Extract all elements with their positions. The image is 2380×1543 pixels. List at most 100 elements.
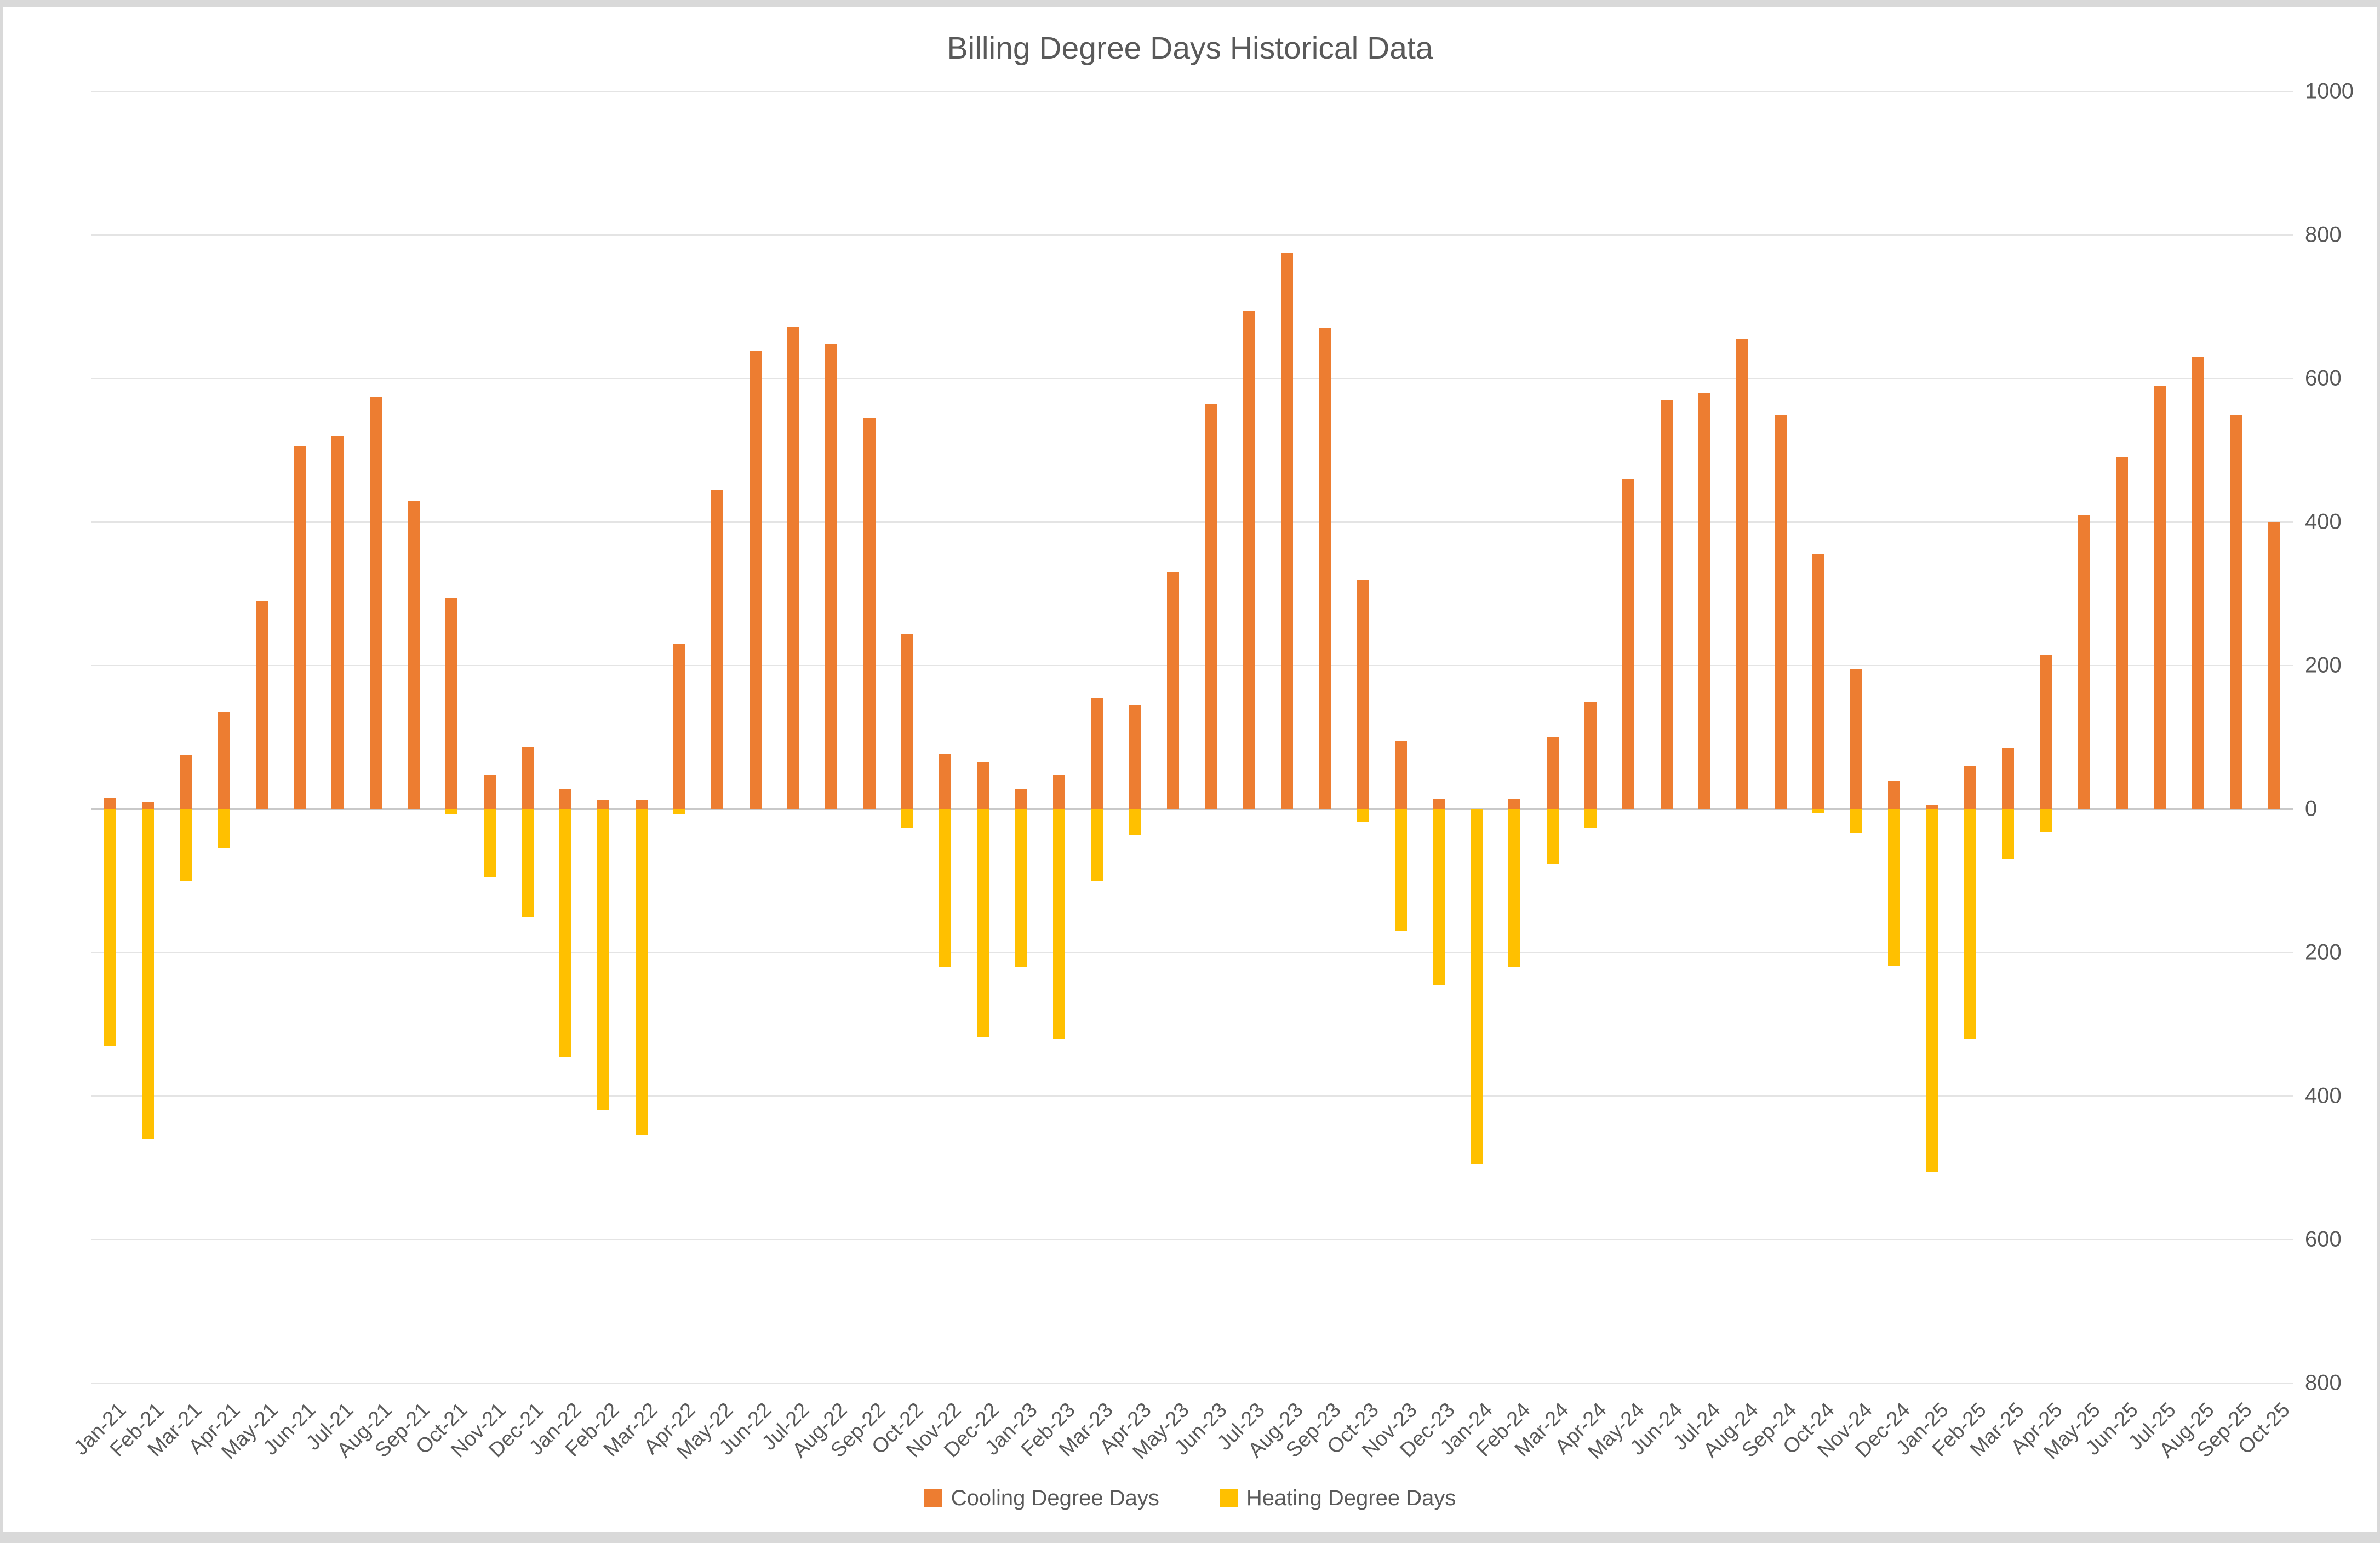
cooling-bar-Mar-21	[180, 755, 192, 809]
y-axis-tick-200: 200	[2305, 653, 2342, 678]
y-axis-tick-1000: 1000	[2305, 79, 2354, 104]
cooling-bar-Oct-23	[1357, 579, 1369, 809]
heating-bar-Apr-23	[1129, 809, 1141, 835]
heating-bar-Oct-21	[445, 809, 458, 815]
cooling-bar-Dec-22	[977, 762, 989, 809]
cooling-bar-Aug-21	[369, 396, 382, 809]
cooling-bar-Dec-24	[1888, 780, 1901, 809]
cooling-bar-Apr-21	[218, 712, 230, 809]
gridline--400	[91, 1095, 2293, 1097]
heating-bar-Mar-24	[1546, 809, 1559, 864]
cooling-bar-Nov-21	[483, 775, 496, 809]
heating-bar-Feb-23	[1052, 809, 1065, 1039]
heating-bar-Jan-22	[559, 809, 572, 1057]
y-axis-tick-400: 400	[2305, 509, 2342, 534]
heating-bar-Apr-24	[1584, 809, 1597, 829]
cooling-bar-Oct-24	[1812, 554, 1824, 809]
gridline--800	[91, 1383, 2293, 1384]
gridline-400	[91, 521, 2293, 523]
heating-bar-Dec-22	[977, 809, 989, 1037]
heating-bar-Feb-21	[141, 809, 154, 1139]
plot-area: 1000 800 600 400 200 0 200 400 600 800 Jan-21 Feb-2…	[3, 7, 2377, 1532]
cooling-bar-Jan-23	[1015, 789, 1027, 809]
gridline--200	[91, 952, 2293, 953]
gridline-200	[91, 665, 2293, 666]
cooling-bar-May-22	[711, 490, 724, 809]
cooling-bar-Oct-22	[901, 634, 913, 809]
cooling-bar-Jan-21	[104, 798, 116, 809]
heating-bar-Mar-23	[1091, 809, 1103, 881]
cooling-bar-Jun-21	[294, 446, 306, 809]
y-axis-tick--200: 200	[2305, 940, 2342, 965]
y-axis-tick-800: 800	[2305, 222, 2342, 247]
cooling-bar-Feb-25	[1964, 766, 1976, 809]
heating-bar-Jan-25	[1926, 809, 1938, 1172]
cooling-bar-May-25	[2078, 514, 2090, 809]
heating-bar-Feb-24	[1508, 809, 1521, 967]
cooling-bar-Apr-23	[1129, 705, 1141, 809]
y-axis-tick--600: 600	[2305, 1227, 2342, 1252]
cooling-bar-Jun-25	[2116, 457, 2129, 809]
cooling-bar-May-23	[1166, 572, 1179, 809]
legend: Cooling Degree Days Heating Degree Days	[3, 1486, 2377, 1511]
heating-bar-Nov-23	[1394, 809, 1407, 931]
cooling-bar-Jun-24	[1660, 400, 1673, 809]
cooling-bar-Nov-22	[939, 754, 952, 809]
cooling-bar-Apr-25	[2040, 655, 2052, 809]
heating-bar-Mar-25	[2002, 809, 2015, 859]
heating-bar-Apr-21	[218, 809, 230, 849]
cooling-bar-Dec-23	[1432, 799, 1445, 809]
heating-bar-Jan-21	[104, 809, 116, 1046]
gridline-800	[91, 234, 2293, 236]
cooling-bar-May-21	[255, 601, 268, 809]
cooling-bar-Sep-23	[1319, 328, 1331, 809]
heating-bar-Jan-24	[1471, 809, 1483, 1165]
cooling-bar-Jul-22	[787, 326, 799, 809]
heating-bar-Dec-24	[1888, 809, 1901, 966]
cooling-bar-May-24	[1622, 479, 1635, 809]
chart-canvas: Billing Degree Days Historical Data 1000…	[3, 7, 2377, 1532]
heating-bar-Oct-22	[901, 809, 913, 829]
heating-bar-Feb-22	[597, 809, 610, 1111]
cooling-bar-Jul-24	[1698, 393, 1710, 809]
legend-item-cooling: Cooling Degree Days	[924, 1486, 1159, 1511]
cooling-bar-Feb-24	[1508, 799, 1521, 809]
cooling-bar-Sep-24	[1774, 414, 1787, 809]
cooling-bar-Sep-25	[2230, 414, 2242, 809]
gridline-600	[91, 378, 2293, 379]
heating-bar-Oct-24	[1812, 809, 1824, 813]
heating-bar-Jan-23	[1015, 809, 1027, 967]
cooling-bar-Aug-23	[1280, 253, 1293, 809]
cooling-series-label: Cooling Degree Days	[951, 1486, 1159, 1510]
cooling-bar-Jul-21	[331, 435, 344, 809]
gridline--600	[91, 1239, 2293, 1240]
cooling-bar-Sep-22	[863, 418, 876, 809]
heating-bar-Oct-23	[1357, 809, 1369, 822]
heating-series-label: Heating Degree Days	[1246, 1486, 1456, 1510]
cooling-bar-Oct-21	[445, 597, 458, 809]
cooling-bar-Sep-21	[407, 500, 420, 809]
cooling-bar-Mar-22	[635, 800, 648, 809]
cooling-bar-Feb-21	[141, 801, 154, 809]
heating-bar-Nov-24	[1850, 809, 1863, 833]
gridline-1000	[91, 91, 2293, 92]
cooling-bar-Jun-23	[1205, 403, 1217, 809]
cooling-bar-Jan-25	[1926, 805, 1938, 809]
cooling-bar-Jan-22	[559, 789, 572, 809]
zero-axis-line	[91, 808, 2293, 810]
cooling-bar-Apr-22	[673, 644, 686, 809]
cooling-bar-Jul-23	[1243, 310, 1255, 809]
cooling-bar-Nov-23	[1394, 741, 1407, 809]
y-axis-tick-600: 600	[2305, 366, 2342, 391]
heating-bar-Apr-25	[2040, 809, 2052, 832]
y-axis-tick--400: 400	[2305, 1083, 2342, 1108]
cooling-bar-Nov-24	[1850, 669, 1863, 809]
cooling-bar-Jul-25	[2154, 386, 2166, 809]
cooling-bar-Aug-22	[825, 344, 838, 809]
heating-bar-Mar-22	[635, 809, 648, 1136]
cooling-bar-Oct-25	[2268, 522, 2280, 809]
cooling-bar-Dec-21	[521, 747, 534, 809]
cooling-bar-Mar-23	[1091, 697, 1103, 809]
cooling-bar-Mar-25	[2002, 748, 2015, 809]
y-axis-tick--800: 800	[2305, 1370, 2342, 1395]
